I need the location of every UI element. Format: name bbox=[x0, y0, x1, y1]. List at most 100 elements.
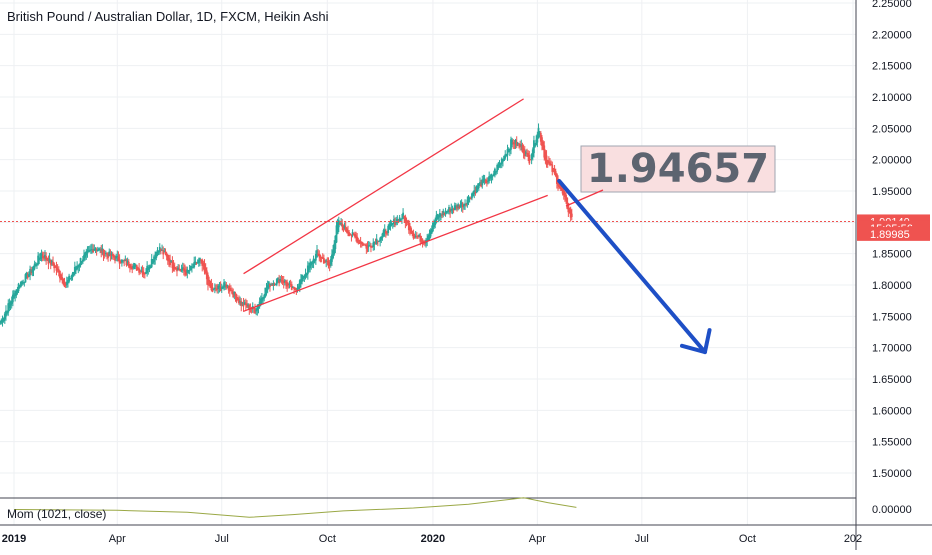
candle-body bbox=[233, 291, 236, 295]
candle-body bbox=[445, 211, 448, 213]
candle-body bbox=[228, 287, 231, 292]
candle-body bbox=[423, 242, 426, 244]
candle-body bbox=[335, 225, 338, 243]
candle-body bbox=[164, 251, 167, 255]
candle-body bbox=[467, 196, 470, 202]
candle-body bbox=[475, 185, 478, 193]
candle-body bbox=[227, 285, 230, 291]
candle-body bbox=[367, 245, 370, 247]
candle-body bbox=[0, 322, 2, 324]
candle-body bbox=[440, 214, 442, 216]
candle-body bbox=[403, 215, 406, 218]
candle-body bbox=[362, 243, 364, 246]
candle-body bbox=[374, 243, 377, 245]
candle-body bbox=[13, 293, 15, 299]
candle-body bbox=[293, 286, 295, 289]
candle-body bbox=[453, 205, 456, 210]
candle-body bbox=[502, 160, 504, 162]
candle-body bbox=[137, 268, 139, 270]
candle-body bbox=[2, 317, 5, 322]
candle-body bbox=[456, 206, 458, 209]
candle-body bbox=[426, 239, 429, 242]
candle-body bbox=[129, 264, 131, 269]
candle-body bbox=[531, 149, 534, 157]
candle-body bbox=[334, 235, 337, 250]
candle-body bbox=[332, 250, 334, 259]
candle-body bbox=[87, 249, 90, 252]
candle-body bbox=[289, 284, 292, 286]
candle-body bbox=[118, 258, 121, 264]
candle-body bbox=[402, 212, 404, 219]
candle-body bbox=[327, 261, 330, 265]
candle-body bbox=[485, 181, 488, 183]
x-tick-label: Apr bbox=[109, 533, 126, 545]
candle-body bbox=[473, 190, 476, 195]
candle-body bbox=[154, 256, 157, 260]
candle-body bbox=[567, 203, 570, 213]
candle-body bbox=[55, 266, 58, 271]
candle-body bbox=[380, 236, 383, 240]
candle-body bbox=[3, 313, 6, 320]
candle-body bbox=[480, 183, 483, 187]
candle-body bbox=[271, 284, 274, 286]
candle-body bbox=[18, 286, 21, 288]
candle-body bbox=[72, 271, 75, 276]
candle-body bbox=[86, 250, 89, 254]
candle-body bbox=[534, 143, 536, 147]
candle-body bbox=[88, 249, 91, 251]
candle-body bbox=[156, 250, 159, 255]
candle-body bbox=[135, 265, 138, 271]
candle-body bbox=[341, 223, 344, 227]
candle-body bbox=[428, 235, 431, 239]
candle-body bbox=[169, 259, 171, 266]
candle-body bbox=[414, 236, 417, 238]
candle-body bbox=[36, 263, 38, 266]
candle-body bbox=[518, 143, 520, 145]
candle-body bbox=[42, 255, 45, 259]
candle-body bbox=[290, 284, 293, 290]
candle-body bbox=[85, 251, 88, 256]
candle-body bbox=[7, 303, 10, 313]
candle-body bbox=[158, 246, 161, 252]
candle-body bbox=[266, 284, 269, 290]
y-tick-label: 2.15000 bbox=[872, 61, 912, 73]
candle-body bbox=[569, 209, 572, 218]
candle-body bbox=[248, 305, 251, 310]
candle-body bbox=[148, 266, 151, 270]
candle-body bbox=[435, 215, 438, 223]
candle-body bbox=[15, 289, 18, 296]
candle-body bbox=[360, 242, 363, 245]
callout-connector bbox=[565, 189, 604, 207]
candle-body bbox=[193, 262, 196, 268]
candle-body bbox=[130, 266, 132, 269]
candle-body bbox=[179, 268, 182, 271]
price-callout-box bbox=[580, 145, 776, 193]
candle-body bbox=[134, 264, 137, 266]
y-tick-label: 2.00000 bbox=[872, 155, 912, 167]
candle-body bbox=[212, 288, 215, 290]
candle-body bbox=[451, 208, 454, 210]
candle-body bbox=[394, 221, 396, 226]
candle-body bbox=[350, 234, 353, 237]
candle-body bbox=[231, 290, 233, 294]
candle-body bbox=[98, 248, 100, 251]
candle-body bbox=[329, 259, 332, 265]
indicator-label: Mom (1021, close) bbox=[7, 507, 106, 521]
candle-body bbox=[492, 173, 495, 176]
candle-body bbox=[442, 210, 445, 216]
candle-body bbox=[427, 235, 430, 241]
candle-body bbox=[300, 279, 302, 284]
candle-body bbox=[59, 270, 61, 279]
candle-body bbox=[340, 222, 343, 225]
candle-body bbox=[296, 287, 299, 290]
candle-body bbox=[415, 236, 418, 238]
candle-body bbox=[274, 284, 277, 286]
candle-body bbox=[263, 295, 266, 299]
candle-body bbox=[513, 142, 516, 145]
candle-body bbox=[146, 266, 149, 273]
price-callout-text: 1.94657 bbox=[587, 146, 769, 192]
candle-body bbox=[437, 216, 440, 218]
candle-body bbox=[125, 260, 128, 266]
y-tick-label: 1.55000 bbox=[872, 437, 912, 449]
candle-body bbox=[258, 301, 261, 307]
